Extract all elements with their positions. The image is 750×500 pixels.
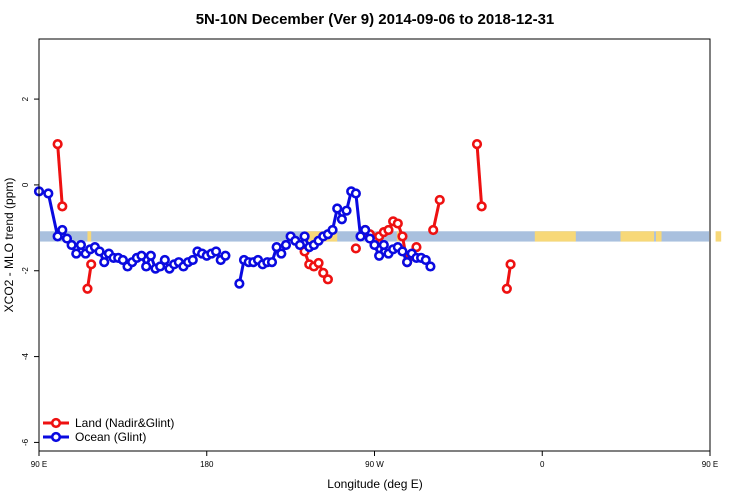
land-band xyxy=(715,231,722,242)
data-point xyxy=(378,239,389,251)
data-point xyxy=(411,242,422,253)
data-point xyxy=(476,201,487,212)
x-tick-label: 90 E xyxy=(31,460,47,469)
data-point xyxy=(52,139,63,150)
data-point xyxy=(52,231,63,242)
data-point xyxy=(159,254,170,266)
data-point xyxy=(280,239,292,251)
data-point xyxy=(327,224,338,236)
land-band xyxy=(87,231,92,242)
land-band xyxy=(655,231,662,242)
data-point xyxy=(425,261,436,272)
data-point xyxy=(210,246,222,257)
data-point xyxy=(341,205,352,216)
land-band xyxy=(620,231,655,242)
data-point xyxy=(155,261,166,272)
data-point xyxy=(501,283,512,294)
data-point xyxy=(402,257,413,268)
data-point xyxy=(505,259,516,270)
y-axis: -6 -4 -2 0 2 xyxy=(21,96,39,446)
data-point xyxy=(266,257,278,268)
data-point xyxy=(318,267,329,278)
data-point xyxy=(397,246,408,257)
data-point xyxy=(187,254,198,266)
data-point xyxy=(350,188,361,199)
series-layer xyxy=(33,139,516,294)
data-point xyxy=(43,188,54,199)
y-axis-label: XCO2 - MLO trend (ppm) xyxy=(2,178,16,313)
x-tick-label: 0 xyxy=(540,460,545,469)
legend-swatch-point xyxy=(50,431,62,443)
data-point xyxy=(374,250,385,261)
data-point xyxy=(99,257,110,268)
data-point xyxy=(299,231,310,242)
legend: Land (Nadir&Glint)Ocean (Glint) xyxy=(43,416,174,444)
series-1 xyxy=(33,186,436,289)
data-point xyxy=(336,214,347,225)
y-tick-label: 0 xyxy=(21,182,30,187)
series-line xyxy=(431,199,442,231)
data-point xyxy=(94,246,105,257)
data-point xyxy=(364,233,375,244)
data-point xyxy=(434,194,445,206)
data-point xyxy=(57,201,68,212)
x-axis: 90 E 180 90 W 0 90 E xyxy=(31,451,718,469)
data-point xyxy=(420,254,431,266)
y-tick-label: -4 xyxy=(21,352,30,360)
legend-item-1: Ocean (Glint) xyxy=(43,430,146,444)
series-line xyxy=(475,144,484,207)
data-point xyxy=(141,261,152,272)
x-axis-label: Longitude (deg E) xyxy=(327,477,422,491)
data-point xyxy=(57,224,68,236)
data-point xyxy=(234,278,245,289)
data-point xyxy=(392,218,403,229)
data-point xyxy=(145,250,156,261)
legend-swatch-point xyxy=(50,417,62,429)
series-0 xyxy=(52,139,516,294)
data-point xyxy=(75,239,87,251)
data-point xyxy=(383,224,394,236)
data-point xyxy=(71,248,82,259)
data-point xyxy=(350,243,361,254)
land-band xyxy=(534,231,576,242)
data-point xyxy=(276,248,287,259)
data-point xyxy=(86,259,97,270)
data-point xyxy=(313,257,324,269)
x-tick-label: 90 W xyxy=(365,460,384,469)
data-point xyxy=(360,224,371,236)
data-point xyxy=(271,242,282,253)
data-point xyxy=(332,203,343,214)
data-point xyxy=(322,274,334,285)
data-point xyxy=(136,250,147,261)
data-point xyxy=(220,250,231,261)
legend-item-0: Land (Nadir&Glint) xyxy=(43,416,174,430)
data-point xyxy=(82,283,93,294)
data-point xyxy=(471,139,483,150)
data-point xyxy=(294,239,306,251)
legend-label: Ocean (Glint) xyxy=(75,430,146,444)
data-point xyxy=(117,254,128,266)
data-point xyxy=(66,239,77,251)
y-tick-label: -6 xyxy=(21,438,30,446)
data-point xyxy=(61,233,73,244)
x-tick-label: 90 E xyxy=(702,460,718,469)
x-tick-label: 180 xyxy=(200,460,214,469)
data-point xyxy=(428,224,439,236)
series-line xyxy=(56,144,64,207)
chart-title: 5N-10N December (Ver 9) 2014-09-06 to 20… xyxy=(196,11,555,28)
data-point xyxy=(355,231,366,242)
y-tick-label: -2 xyxy=(21,267,30,275)
y-tick-label: 2 xyxy=(21,96,30,101)
data-point xyxy=(397,231,408,242)
data-point xyxy=(369,239,380,251)
legend-label: Land (Nadir&Glint) xyxy=(75,416,174,430)
